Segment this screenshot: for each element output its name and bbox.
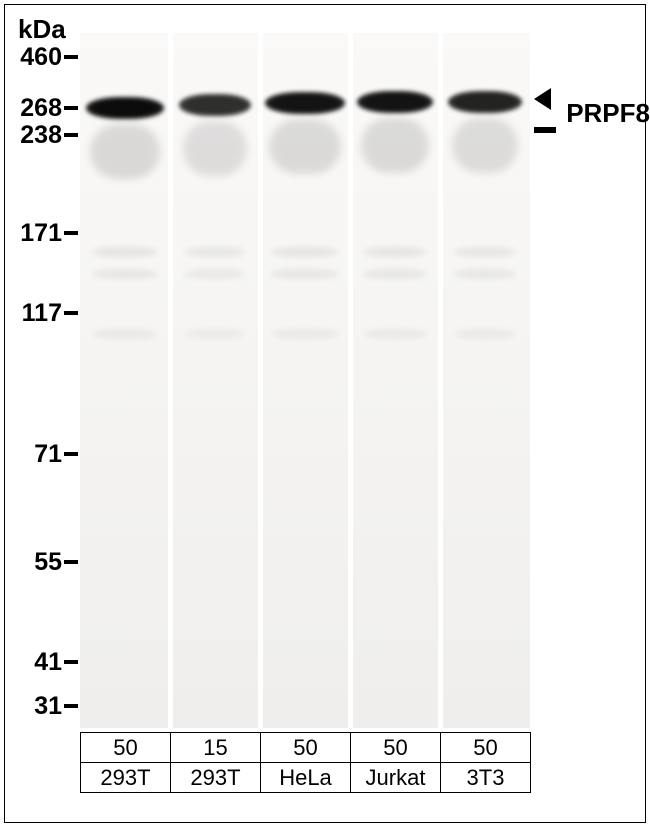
mw-tick xyxy=(64,452,78,456)
mw-label: 55 xyxy=(34,548,62,577)
protein-band xyxy=(265,92,345,114)
faint-band xyxy=(363,329,427,339)
load-cell: 50 xyxy=(81,733,171,763)
mw-label: 171 xyxy=(20,219,62,248)
mw-tick xyxy=(64,560,78,564)
band-smear xyxy=(361,118,429,173)
band-smear xyxy=(269,119,341,174)
faint-band xyxy=(271,329,338,339)
mw-label: 31 xyxy=(34,692,62,721)
load-cell: 50 xyxy=(261,733,351,763)
lane-separator xyxy=(258,33,263,728)
sample-cell: Jurkat xyxy=(351,763,441,793)
faint-band xyxy=(185,247,245,257)
target-band-label: PRPF8 xyxy=(534,82,650,144)
sample-cell: HeLa xyxy=(261,763,351,793)
lane-separator xyxy=(348,33,353,728)
faint-band xyxy=(454,329,516,339)
sample-cell: 3T3 xyxy=(441,763,531,793)
mw-label: 71 xyxy=(34,440,62,469)
faint-band xyxy=(271,269,338,279)
mw-tick xyxy=(64,133,78,137)
lane-separator xyxy=(438,33,443,728)
table-row: 293T293THeLaJurkat3T3 xyxy=(81,763,531,793)
band-smear xyxy=(183,121,248,176)
table-row: 5015505050 xyxy=(81,733,531,763)
protein-band xyxy=(179,94,251,116)
mw-tick xyxy=(64,660,78,664)
load-cell: 50 xyxy=(351,733,441,763)
western-blot-figure: kDa 46026823817111771554131 PRPF8 501550… xyxy=(0,0,650,827)
mw-label: 41 xyxy=(34,648,62,677)
lane-separator xyxy=(168,33,173,728)
faint-band xyxy=(363,247,427,257)
mw-tick xyxy=(64,231,78,235)
band-smear xyxy=(90,124,160,179)
faint-band xyxy=(363,269,427,279)
mw-tick xyxy=(64,106,78,110)
load-cell: 15 xyxy=(171,733,261,763)
faint-band xyxy=(185,269,245,279)
mw-tick xyxy=(64,311,78,315)
faint-band xyxy=(185,329,245,339)
protein-band xyxy=(357,91,433,113)
mw-tick xyxy=(64,55,78,59)
arrow-icon xyxy=(534,82,562,144)
faint-band xyxy=(92,247,158,257)
protein-band xyxy=(448,91,522,113)
mw-label: 460 xyxy=(20,43,62,72)
faint-band xyxy=(271,247,338,257)
protein-band xyxy=(86,97,164,119)
faint-band xyxy=(92,269,158,279)
load-cell: 50 xyxy=(441,733,531,763)
mw-label: 238 xyxy=(20,121,62,150)
mw-tick xyxy=(64,704,78,708)
band-smear xyxy=(452,118,519,173)
axis-unit-label: kDa xyxy=(18,14,66,45)
target-protein-name: PRPF8 xyxy=(566,98,650,129)
faint-band xyxy=(92,329,158,339)
faint-band xyxy=(454,247,516,257)
faint-band xyxy=(454,269,516,279)
mw-label: 268 xyxy=(20,94,62,123)
sample-cell: 293T xyxy=(81,763,171,793)
blot-membrane xyxy=(80,33,530,728)
sample-cell: 293T xyxy=(171,763,261,793)
lane-annotation-table: 5015505050 293T293THeLaJurkat3T3 xyxy=(80,732,531,793)
mw-label: 117 xyxy=(22,299,62,328)
